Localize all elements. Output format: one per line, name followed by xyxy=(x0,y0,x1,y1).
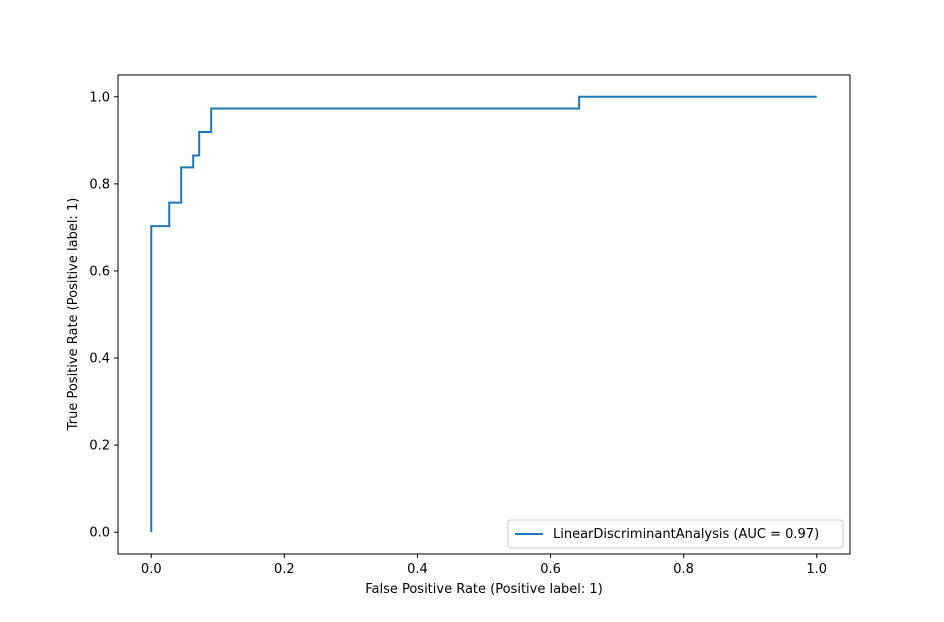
axes-frame xyxy=(117,74,851,555)
roc-curve-line xyxy=(150,95,817,533)
y-tick-label: 1.0 xyxy=(89,90,110,105)
legend-box xyxy=(507,519,844,549)
y-axis-label: True Positive Rate (Positive label: 1) xyxy=(66,198,81,432)
x-tick-label: 0.0 xyxy=(141,562,162,577)
x-tick-label: 1.0 xyxy=(806,562,827,577)
y-tick-label: 0.6 xyxy=(89,264,110,279)
legend-entry-label: LinearDiscriminantAnalysis (AUC = 0.97) xyxy=(553,527,819,542)
series-layer xyxy=(150,95,817,533)
y-tick-label: 0.4 xyxy=(89,352,110,367)
x-tick-label: 0.6 xyxy=(540,562,561,577)
y-tick-label: 0.2 xyxy=(89,439,110,454)
y-tick-label: 0.8 xyxy=(89,177,110,192)
x-axis-ticks: 0.0 0.2 0.4 0.6 0.8 1.0 xyxy=(141,554,827,577)
x-tick-label: 0.2 xyxy=(274,562,295,577)
x-tick-label: 0.8 xyxy=(673,562,694,577)
y-tick-label: 0.0 xyxy=(89,526,110,541)
legend: LinearDiscriminantAnalysis (AUC = 0.97) xyxy=(507,519,844,549)
x-tick-label: 0.4 xyxy=(407,562,428,577)
y-axis-ticks: 0.0 0.2 0.4 0.6 0.8 1.0 xyxy=(89,90,118,541)
x-axis-label: False Positive Rate (Positive label: 1) xyxy=(365,582,603,597)
